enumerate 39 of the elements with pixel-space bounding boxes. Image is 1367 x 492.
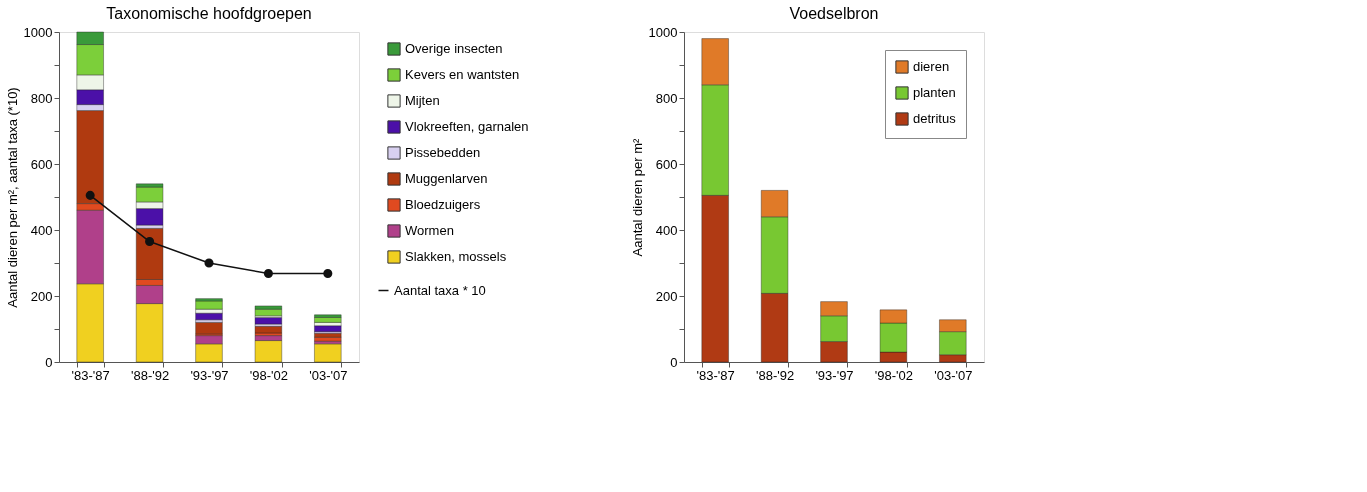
legend-label: detritus	[913, 111, 957, 126]
x-tick-label: '83-'87	[696, 367, 735, 383]
y-axis-title: Aantal dieren per m², aantal taxa (*10)	[4, 87, 20, 308]
x-tick-label: '03-'07	[309, 367, 348, 383]
y-tick-label: 200	[655, 288, 678, 304]
y-tick-label: 1000	[23, 24, 53, 40]
legend-label: Overige insecten	[405, 41, 503, 56]
legend-label: dieren	[913, 59, 950, 74]
y-tick-label: 400	[30, 222, 53, 238]
legend-label: planten	[913, 85, 956, 100]
x-tick-label: '93-'97	[815, 367, 854, 383]
y-tick-label: 400	[655, 222, 678, 238]
chart-title: Voedselbron	[789, 5, 879, 22]
y-tick-label: 0	[670, 354, 678, 370]
legend-label: Aantal taxa * 10	[394, 282, 486, 298]
legend-label: Muggenlarven	[405, 171, 488, 186]
legend-label: Mijten	[405, 93, 440, 108]
x-tick-label: '93-'97	[190, 367, 229, 383]
legend-label: Wormen	[405, 223, 454, 238]
x-tick-label: '88-'92	[130, 367, 170, 383]
y-tick-label: 800	[30, 90, 53, 106]
x-tick-label: '98-'02	[249, 367, 289, 383]
legend-label: Pissebedden	[405, 145, 481, 160]
x-tick-label: '03-'07	[934, 367, 973, 383]
y-tick-label: 600	[30, 156, 53, 172]
y-tick-label: 200	[30, 288, 53, 304]
chart-title: Taxonomische hoofdgroepen	[106, 5, 312, 22]
y-tick-label: 0	[45, 354, 53, 370]
y-tick-label: 800	[655, 90, 678, 106]
y-tick-label: 600	[655, 156, 678, 172]
x-tick-label: '83-'87	[71, 367, 110, 383]
x-tick-label: '88-'92	[755, 367, 795, 383]
legend-label: Kevers en wantsten	[405, 67, 520, 82]
legend-label: Vlokreeften, garnalen	[405, 119, 529, 134]
legend-label: Bloedzuigers	[405, 197, 481, 212]
y-axis-title: Aantal dieren per m²	[629, 137, 645, 257]
x-tick-label: '98-'02	[874, 367, 914, 383]
y-tick-label: 1000	[648, 24, 678, 40]
legend-label: Slakken, mossels	[405, 249, 507, 264]
